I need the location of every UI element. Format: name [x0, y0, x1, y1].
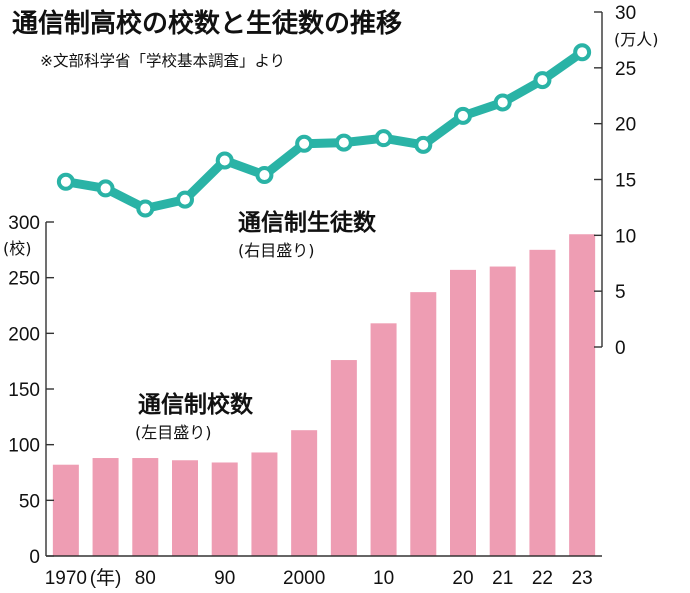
x-tick-label: 20 [452, 568, 473, 589]
bar-21 [489, 266, 516, 556]
bar-1970 [52, 464, 79, 556]
x-tick-label: 21 [492, 568, 513, 589]
bar-20 [450, 269, 476, 556]
bar-95 [251, 452, 278, 556]
left-tick-label: 200 [8, 324, 40, 345]
schools-series-note: (左目盛り) [135, 423, 212, 442]
bar-22 [529, 249, 556, 557]
students-series-label: 通信制生徒数 [238, 209, 377, 236]
right-tick-label: 25 [615, 59, 636, 80]
left-tick-label: 50 [19, 491, 40, 512]
left-tick-label: 300 [8, 213, 40, 234]
students-point-95 [255, 166, 274, 185]
x-tick-label: (年) [90, 567, 122, 589]
line-group [56, 43, 592, 218]
x-tick-label: 22 [532, 568, 553, 589]
students-point-80 [136, 199, 155, 218]
bar-85 [172, 460, 198, 556]
right-axis-unit: (万人) [614, 30, 659, 49]
bar-80 [132, 458, 159, 556]
x-tick-label: 1970 [45, 568, 87, 589]
students-point-10 [374, 129, 393, 148]
right-tick-label: 20 [615, 115, 636, 136]
left-tick-label: 0 [29, 547, 40, 568]
x-axis: 1970 (年) 80 90 2000 10 20 21 22 23 [45, 555, 602, 589]
left-axis: 0 50 100 150 200 250 300 [8, 213, 54, 568]
students-point-20 [454, 106, 472, 125]
students-series-note: (右目盛り) [238, 241, 315, 260]
schools-series-label: 通信制校数 [138, 391, 254, 418]
bar-15 [410, 292, 437, 556]
chart-subtitle: ※文部科学省「学校基本調査」より [40, 52, 285, 70]
students-point-23 [573, 43, 592, 62]
students-point-75 [96, 179, 115, 198]
x-tick-label: 2000 [283, 568, 325, 589]
right-tick-label: 15 [615, 171, 636, 192]
students-point-2000 [295, 134, 314, 153]
bar-90 [211, 462, 238, 556]
left-tick-label: 150 [8, 380, 40, 401]
bar-75 [92, 458, 119, 556]
right-tick-label: 10 [615, 226, 636, 247]
left-tick-label: 100 [8, 436, 40, 457]
right-tick-label: 0 [615, 338, 626, 359]
left-axis-unit: (校) [3, 239, 32, 258]
chart-title: 通信制高校の校数と生徒数の推移 [12, 8, 402, 39]
students-point-15 [414, 135, 433, 154]
x-tick-label: 23 [572, 568, 593, 589]
students-point-85 [176, 190, 194, 209]
left-tick-label: 250 [8, 269, 40, 290]
right-tick-label: 5 [615, 282, 626, 303]
bar-23 [569, 234, 596, 556]
bar-10 [370, 323, 397, 556]
right-tick-label: 30 [615, 3, 636, 24]
bar-2000 [291, 430, 318, 556]
x-tick-label: 80 [135, 568, 156, 589]
students-line [61, 47, 587, 214]
students-point-05 [334, 133, 353, 152]
x-tick-label: 90 [214, 568, 235, 589]
bar-group [52, 234, 596, 557]
students-point-1970 [56, 172, 75, 191]
students-point-90 [215, 151, 234, 170]
right-axis: 0 5 10 15 20 25 30 [594, 3, 636, 359]
students-point-22 [533, 71, 552, 90]
students-point-21 [493, 93, 512, 112]
x-tick-label: 10 [373, 568, 394, 589]
bar-05 [330, 360, 357, 556]
